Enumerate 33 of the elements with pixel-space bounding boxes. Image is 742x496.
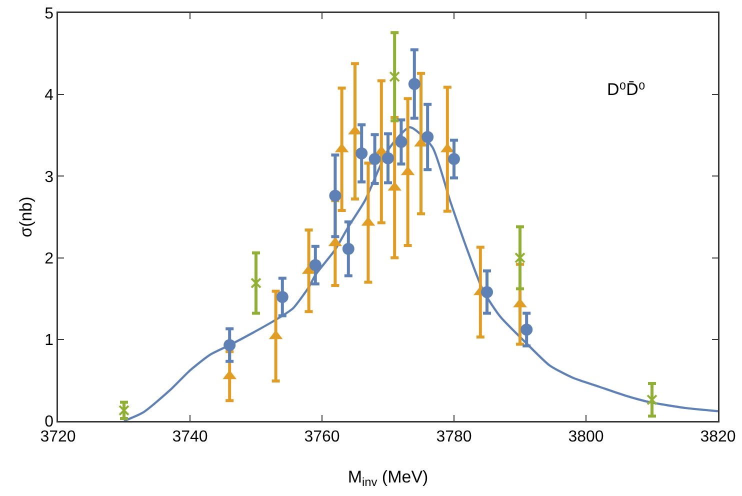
point (481, 286, 493, 298)
y-tick-label: 4 (44, 87, 54, 104)
y-axis-title: σ(nb) (16, 196, 36, 238)
point (408, 78, 420, 90)
x-tick-label: 3740 (172, 428, 208, 446)
point (448, 153, 460, 166)
point (646, 394, 658, 406)
x-tick-label: 3760 (304, 428, 340, 446)
point (309, 259, 322, 272)
x-axis-title: M$_{inv}$ (MeV) (348, 467, 428, 489)
x-tick-label: 3820 (700, 428, 736, 446)
point (250, 278, 262, 289)
point (520, 324, 533, 336)
point (342, 242, 354, 255)
point (422, 131, 434, 144)
x-tick-label: 3800 (568, 428, 604, 446)
y-tick-label: 2 (44, 250, 54, 268)
y-tick-label: 1 (44, 332, 54, 349)
point (356, 147, 368, 160)
point (395, 136, 408, 148)
point (329, 190, 342, 202)
annotation: D⁰D̄⁰ (607, 80, 646, 99)
point (514, 252, 526, 264)
point (382, 152, 394, 164)
y-tick-label: 5 (44, 6, 54, 23)
x-tick-label: 3780 (436, 428, 472, 446)
point (389, 71, 400, 82)
point (224, 339, 236, 352)
point (276, 290, 288, 303)
y-tick-label: 3 (44, 168, 54, 186)
x-tick-label: 3720 (40, 428, 76, 446)
y-tick-label: 0 (44, 414, 54, 431)
point (368, 153, 381, 166)
